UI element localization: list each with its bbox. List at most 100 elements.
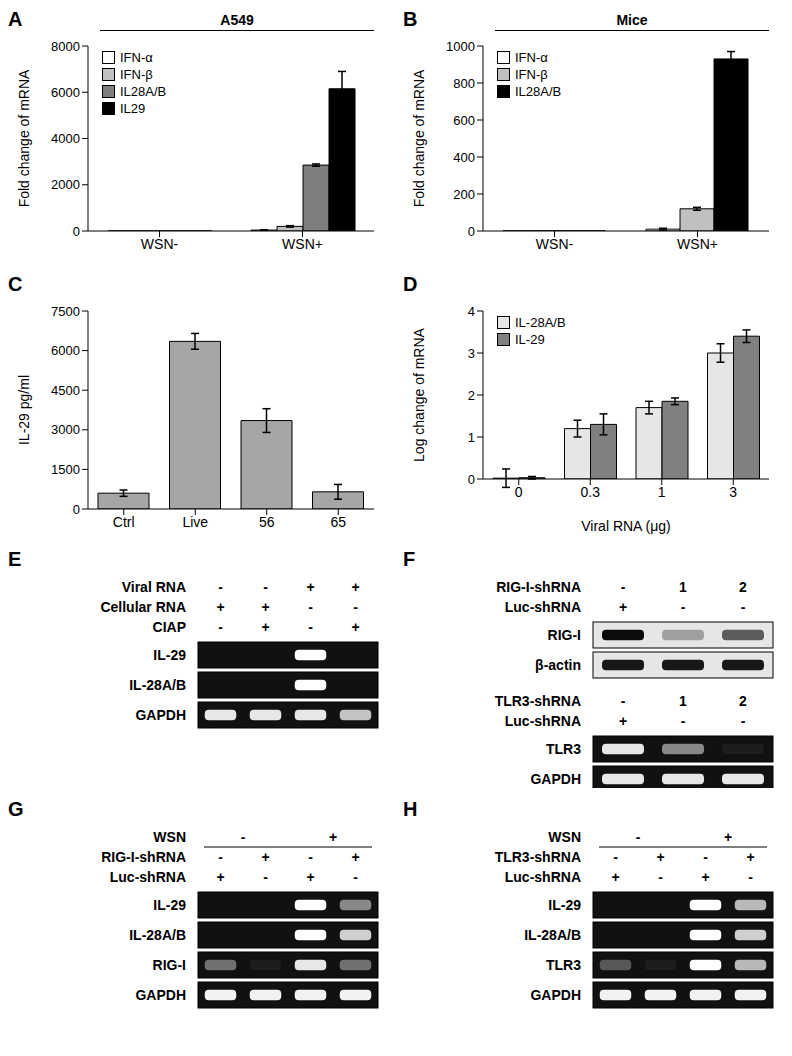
svg-text:Live: Live [182, 514, 208, 530]
svg-text:2000: 2000 [51, 177, 80, 192]
svg-text:-: - [681, 713, 686, 729]
svg-text:+: + [619, 599, 627, 615]
svg-text:0: 0 [515, 484, 523, 500]
svg-text:RIG-I-shRNA: RIG-I-shRNA [101, 849, 186, 865]
svg-text:-: - [308, 599, 313, 615]
svg-text:+: + [306, 869, 314, 885]
svg-text:+: + [216, 599, 224, 615]
svg-text:WSN+: WSN+ [282, 236, 323, 252]
svg-text:56: 56 [259, 514, 275, 530]
svg-text:GAPDH: GAPDH [530, 987, 581, 1003]
svg-text:-: - [748, 869, 753, 885]
svg-text:+: + [351, 849, 359, 865]
svg-text:WSN-: WSN- [536, 236, 574, 252]
svg-text:Log change of mRNA: Log change of mRNA [411, 327, 427, 462]
svg-text:1: 1 [679, 693, 687, 709]
svg-text:400: 400 [453, 150, 475, 165]
svg-text:1500: 1500 [51, 462, 80, 477]
svg-text:RIG-I: RIG-I [153, 957, 186, 973]
svg-text:IL-29: IL-29 [153, 647, 186, 663]
svg-text:-: - [353, 869, 358, 885]
svg-text:-: - [613, 849, 618, 865]
svg-text:0: 0 [73, 224, 80, 239]
svg-text:Ctrl: Ctrl [113, 514, 135, 530]
svg-text:Luc-shRNA: Luc-shRNA [110, 869, 186, 885]
svg-text:Fold change of mRNA: Fold change of mRNA [411, 69, 427, 207]
svg-text:TLR3: TLR3 [546, 957, 581, 973]
svg-text:65: 65 [330, 514, 346, 530]
svg-text:1: 1 [658, 484, 666, 500]
svg-text:8000: 8000 [51, 39, 80, 54]
svg-text:+: + [746, 849, 754, 865]
svg-text:6000: 6000 [51, 343, 80, 358]
svg-text:0: 0 [468, 472, 475, 487]
svg-text:2: 2 [468, 388, 475, 403]
svg-text:3000: 3000 [51, 422, 80, 437]
svg-text:4: 4 [468, 304, 475, 319]
svg-text:TLR3-shRNA: TLR3-shRNA [495, 693, 581, 709]
svg-text:WSN: WSN [548, 829, 581, 845]
svg-text:Fold change of mRNA: Fold change of mRNA [16, 69, 32, 207]
svg-text:Viral RNA (μg): Viral RNA (μg) [581, 518, 671, 534]
svg-text:+: + [619, 713, 627, 729]
svg-text:Luc-shRNA: Luc-shRNA [505, 599, 581, 615]
svg-text:800: 800 [453, 76, 475, 91]
svg-text:WSN+: WSN+ [677, 236, 718, 252]
svg-text:-: - [353, 599, 358, 615]
svg-text:4000: 4000 [51, 131, 80, 146]
svg-text:-: - [263, 579, 268, 595]
svg-text:GAPDH: GAPDH [135, 707, 186, 723]
svg-text:-: - [636, 829, 641, 845]
svg-text:600: 600 [453, 113, 475, 128]
svg-text:6000: 6000 [51, 85, 80, 100]
svg-text:-: - [218, 619, 223, 635]
svg-text:TLR3: TLR3 [546, 741, 581, 757]
svg-text:3: 3 [468, 346, 475, 361]
svg-text:-: - [621, 693, 626, 709]
svg-text:2: 2 [739, 693, 747, 709]
svg-text:GAPDH: GAPDH [530, 771, 581, 787]
svg-text:1: 1 [679, 579, 687, 595]
svg-text:TLR3-shRNA: TLR3-shRNA [495, 849, 581, 865]
svg-text:0.3: 0.3 [581, 484, 601, 500]
svg-text:IL-28A/B: IL-28A/B [524, 927, 581, 943]
svg-text:+: + [261, 599, 269, 615]
svg-text:-: - [741, 713, 746, 729]
svg-text:-: - [658, 869, 663, 885]
svg-text:IL-29 pg/ml: IL-29 pg/ml [16, 375, 32, 445]
svg-text:+: + [306, 579, 314, 595]
svg-text:Luc-shRNA: Luc-shRNA [505, 869, 581, 885]
svg-text:-: - [241, 829, 246, 845]
svg-text:-: - [703, 849, 708, 865]
svg-text:WSN: WSN [153, 829, 186, 845]
svg-text:200: 200 [453, 187, 475, 202]
svg-text:Cellular RNA: Cellular RNA [100, 599, 186, 615]
svg-text:-: - [621, 579, 626, 595]
svg-text:0: 0 [468, 224, 475, 239]
svg-text:-: - [741, 599, 746, 615]
svg-text:1: 1 [468, 430, 475, 445]
svg-text:-: - [263, 869, 268, 885]
svg-text:IL-28A/B: IL-28A/B [129, 677, 186, 693]
svg-text:+: + [351, 579, 359, 595]
svg-text:RIG-I: RIG-I [548, 627, 581, 643]
svg-text:Viral RNA: Viral RNA [122, 579, 186, 595]
svg-text:IL-29: IL-29 [548, 897, 581, 913]
svg-text:+: + [611, 869, 619, 885]
svg-text:IL-29: IL-29 [153, 897, 186, 913]
svg-text:-: - [218, 579, 223, 595]
svg-text:2: 2 [739, 579, 747, 595]
svg-text:-: - [308, 619, 313, 635]
svg-text:+: + [216, 869, 224, 885]
svg-text:Luc-shRNA: Luc-shRNA [505, 713, 581, 729]
svg-text:+: + [261, 849, 269, 865]
svg-text:IL-28A/B: IL-28A/B [129, 927, 186, 943]
svg-text:+: + [701, 869, 709, 885]
svg-text:β-actin: β-actin [535, 657, 581, 673]
svg-text:+: + [656, 849, 664, 865]
svg-text:+: + [329, 829, 337, 845]
svg-text:WSN-: WSN- [141, 236, 179, 252]
svg-text:-: - [308, 849, 313, 865]
svg-text:GAPDH: GAPDH [135, 987, 186, 1003]
svg-text:CIAP: CIAP [153, 619, 186, 635]
